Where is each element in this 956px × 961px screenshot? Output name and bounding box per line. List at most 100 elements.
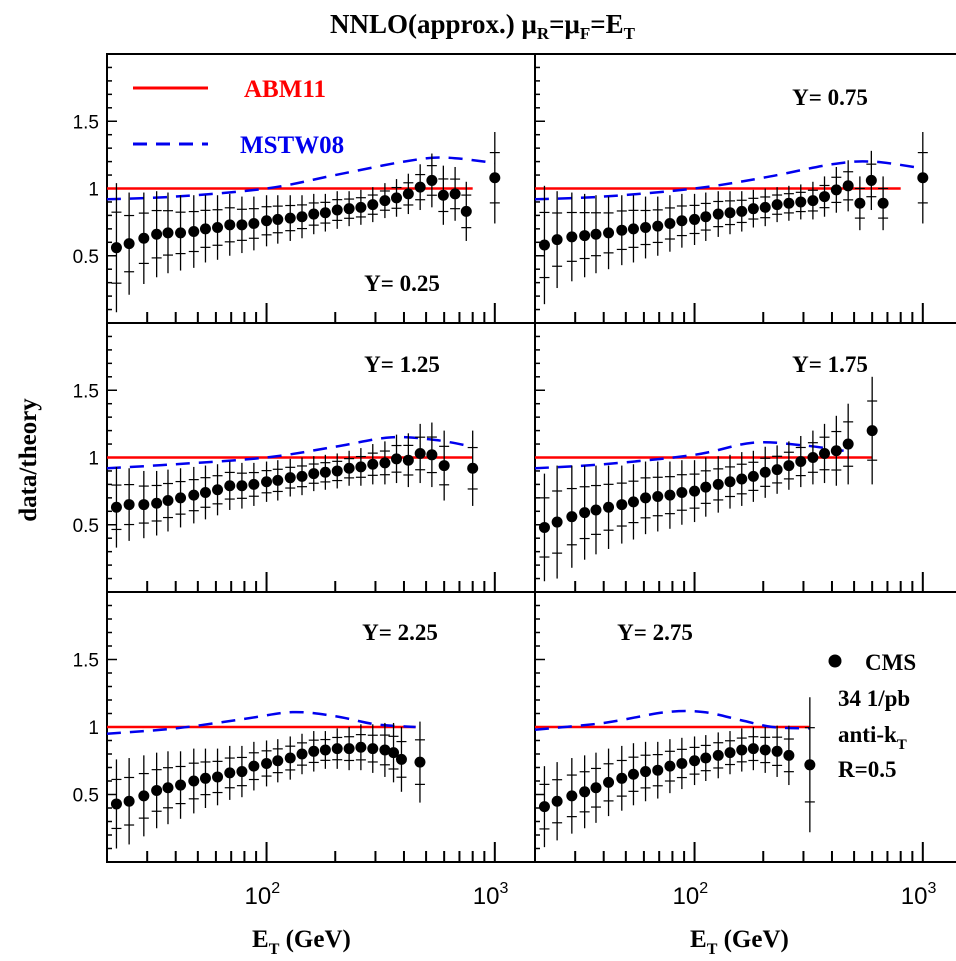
data-point [551,234,563,246]
mstw08-curve [106,710,416,735]
data-point [388,747,400,759]
data-point [700,752,712,764]
data-point [712,478,724,490]
data-point [579,507,591,519]
data-point [199,772,211,784]
data-point [284,752,296,764]
data-point [551,795,563,807]
data-point [199,223,211,235]
data-point [261,215,273,227]
data-point [367,458,379,470]
figure-title: NNLO(approx.) μR=μF=ET [330,9,636,43]
data-point [272,755,284,767]
data-point [212,484,224,496]
data-point [783,460,795,472]
panel-rapidity-label: Y= 1.75 [792,352,868,377]
data-point [402,188,414,200]
legend-abm11-label: ABM11 [244,76,326,103]
legend-cms-label: CMS [865,650,916,675]
data-point [854,197,866,209]
panel-rapidity-label: Y= 1.25 [364,352,440,377]
data-point [138,499,150,511]
data-point [123,795,135,807]
data-point [489,172,501,184]
data-point [449,188,461,200]
data-point [284,212,296,224]
data-point [391,192,403,204]
data-point [162,782,174,794]
data-point [804,759,816,771]
data-point [616,224,628,236]
data-point [759,744,771,756]
data-point [783,197,795,209]
legend-algo-label: anti-kT [838,722,907,753]
x-tick-label: 103 [901,880,937,910]
y-axis-label: data/theory [15,398,42,522]
data-point [664,489,676,501]
data-point [437,189,449,201]
data-point [640,222,652,234]
x-tick-label: 102 [673,880,709,910]
data-point [830,184,842,196]
data-point [236,480,248,492]
data-point [830,445,842,457]
data-point [343,743,355,755]
data-point [538,801,550,813]
data-point [402,454,414,466]
data-point [579,230,591,242]
data-point [414,756,426,768]
legend-radius-label: R=0.5 [838,757,896,782]
data-point [438,460,450,472]
x-tick-label: 103 [473,880,509,910]
data-point [395,753,407,765]
panel-rapidity-label: Y= 0.25 [364,271,440,296]
data-point [807,195,819,207]
data-point [640,766,652,778]
data-point [603,776,615,788]
data-point [355,461,367,473]
data-point [652,491,664,503]
data-point [712,208,724,220]
data-point [272,213,284,225]
data-point [319,466,331,478]
data-point [123,499,135,511]
data-point [724,747,736,759]
data-point [426,449,438,461]
data-point [917,172,929,184]
data-point [590,504,602,516]
data-point [627,223,639,235]
x-axis-label-right: ET (GeV) [690,926,789,958]
data-point [724,207,736,219]
data-point [700,211,712,223]
data-point [842,438,854,450]
data-point [590,228,602,240]
data-point [175,227,187,239]
data-point [188,775,200,787]
data-point [212,771,224,783]
data-point [162,495,174,507]
x-axis-label-left: ET (GeV) [252,926,351,958]
legend-data: CMS 34 1/pb anti-kT R=0.5 [828,650,916,782]
y-tick-label: 1 [88,449,99,470]
data-point [224,767,236,779]
data-point [676,757,688,769]
legend-lumi-label: 34 1/pb [838,686,910,711]
panels: 0.5 1 1.5 Y= 0.25 Y= 0.75 0.5 1 1.5 Y= 1.25 Y= 1.… [73,53,956,910]
data-point [224,219,236,231]
data-point [783,749,795,761]
y-tick-label: 0.5 [73,786,99,807]
data-point [771,464,783,476]
data-point [261,476,273,488]
data-point [296,748,308,760]
data-point [248,478,260,490]
data-point [319,744,331,756]
data-point [123,238,135,250]
legend-cms-marker [828,654,842,668]
data-point [319,207,331,219]
data-point [199,486,211,498]
legend-mstw08-label: MSTW08 [240,132,344,159]
data-point [700,481,712,493]
data-point [343,462,355,474]
data-point [759,466,771,478]
